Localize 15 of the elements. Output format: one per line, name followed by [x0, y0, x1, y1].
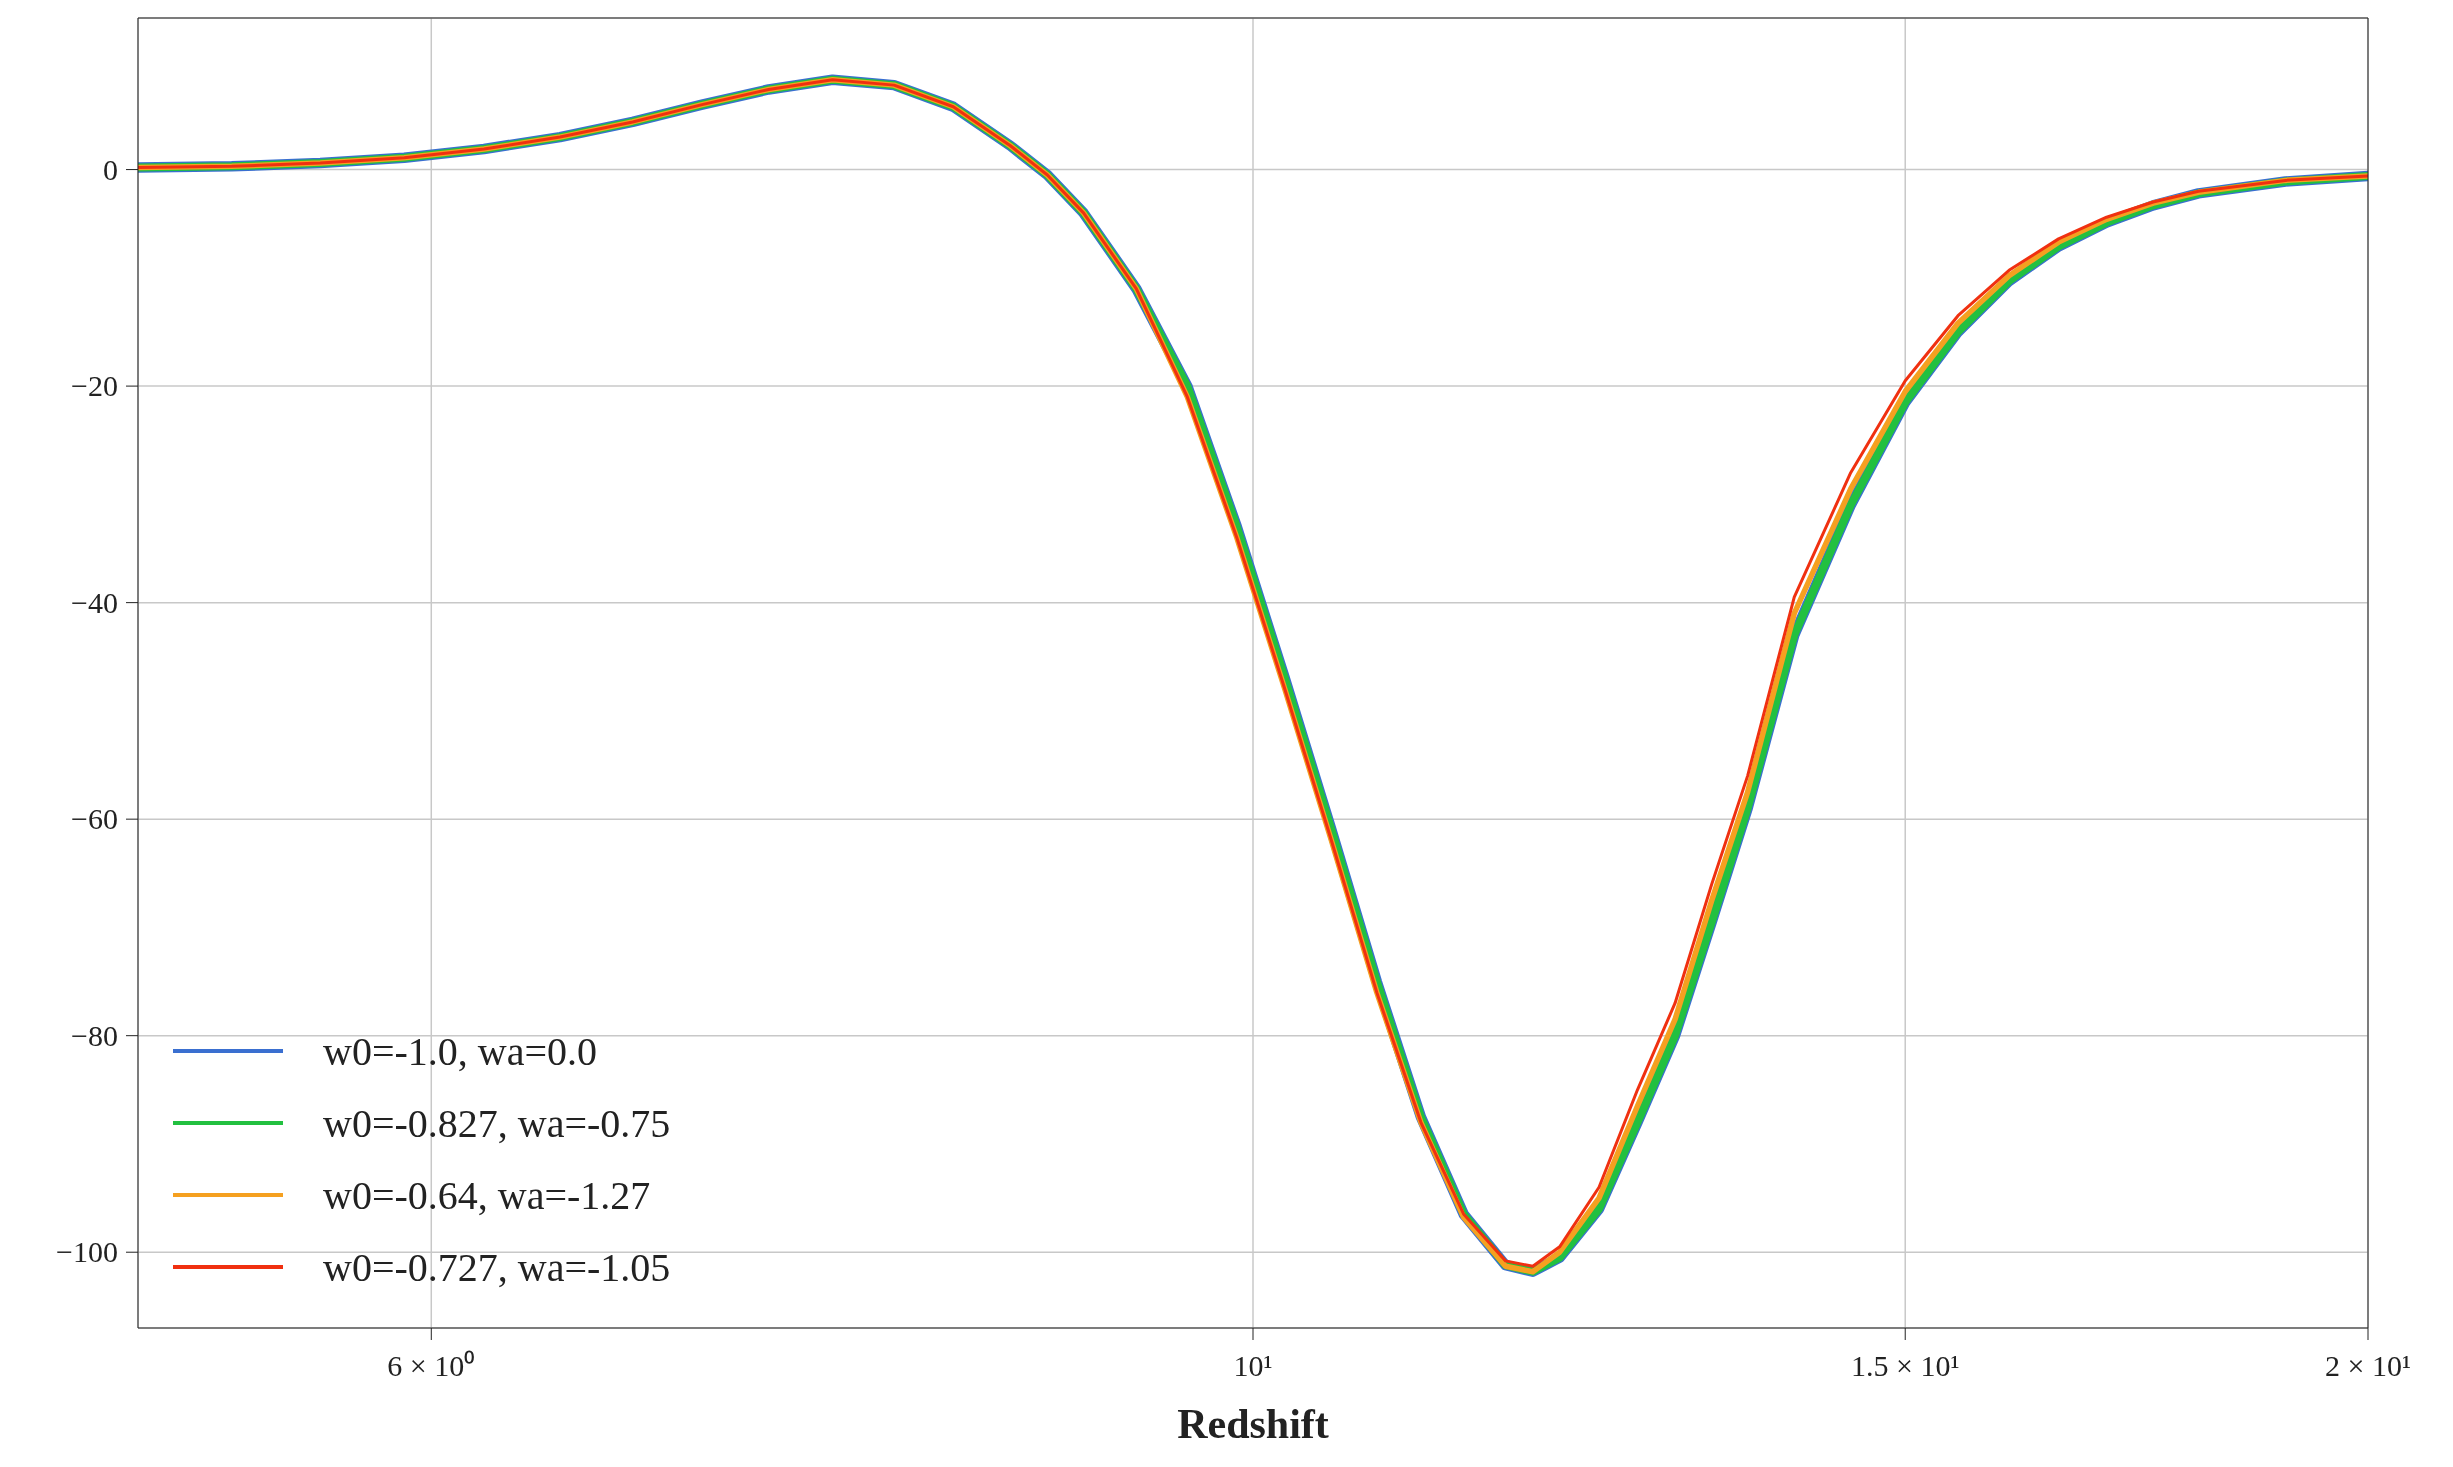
x-tick-label: 1.5 × 10¹	[1851, 1349, 1960, 1382]
legend-label: w0=-0.64, wa=-1.27	[323, 1171, 651, 1219]
legend-label: w0=-0.827, wa=-0.75	[323, 1099, 671, 1147]
x-tick-label: 2 × 10¹	[2325, 1349, 2411, 1382]
y-tick-label: −100	[56, 1235, 118, 1269]
x-axis-title: Redshift	[1177, 1401, 1329, 1447]
x-tick-label: 10¹	[1233, 1349, 1273, 1382]
y-tick-label: 0	[103, 152, 118, 186]
x-tick-label: 6 × 10⁰	[387, 1349, 476, 1382]
legend-label: w0=-0.727, wa=-1.05	[323, 1243, 671, 1291]
y-tick-label: −40	[71, 585, 118, 619]
y-tick-label: −80	[71, 1018, 118, 1052]
y-tick-label: −60	[71, 802, 118, 836]
legend-label: w0=-1.0, wa=0.0	[323, 1027, 597, 1075]
y-tick-label: −20	[71, 369, 118, 403]
